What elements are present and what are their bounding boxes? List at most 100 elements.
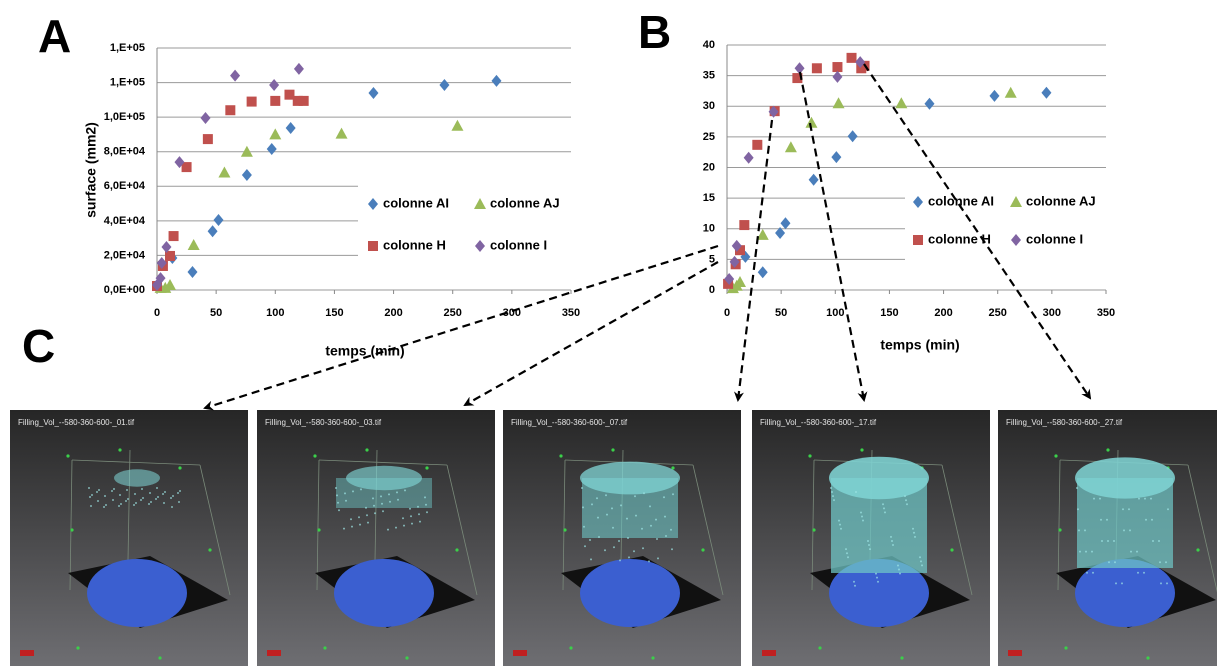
speckle (1136, 550, 1138, 553)
point (989, 89, 1000, 102)
speckle (119, 494, 121, 496)
speckle (179, 490, 181, 492)
speckle (913, 531, 915, 534)
point (808, 173, 819, 186)
speckle (860, 511, 862, 514)
speckle (613, 546, 615, 549)
marker-dot (1054, 454, 1058, 458)
legend-marker (1010, 196, 1022, 207)
speckle (1077, 508, 1079, 511)
marker-dot (671, 466, 675, 470)
point (200, 112, 211, 125)
y-tick-label: 30 (703, 100, 715, 112)
speckle (113, 488, 115, 490)
speckle (118, 505, 120, 507)
x-tick-label: 0 (724, 307, 730, 319)
speckle (1084, 529, 1086, 532)
image-caption: Filling_Vol_--580-360-600-_03.tif (265, 418, 382, 427)
speckle (876, 576, 878, 579)
image-panel: Filling_Vol_--580-360-600-_03.tif (257, 410, 495, 666)
speckle (178, 501, 180, 503)
speckle (418, 513, 420, 516)
wireframe (941, 464, 973, 596)
fill-top (346, 465, 422, 491)
point (284, 89, 295, 100)
speckle (672, 493, 674, 496)
speckle (604, 549, 606, 552)
speckle (882, 503, 884, 506)
speckle (891, 539, 893, 542)
marker-dot (1196, 548, 1200, 552)
speckle (359, 523, 361, 526)
y-tick-label: 0,0E+00 (104, 284, 145, 296)
point (269, 78, 280, 91)
point (161, 240, 172, 253)
speckle (581, 487, 583, 489)
speckle (1100, 518, 1102, 521)
speckle (358, 516, 360, 519)
panel-content: Filling_Vol_--580-360-600-_17.tif (752, 410, 990, 666)
speckle (584, 545, 586, 548)
speckle (1076, 487, 1078, 489)
marker-dot (425, 466, 429, 470)
speckle (1152, 540, 1154, 542)
speckle (854, 584, 856, 587)
speckle (120, 503, 122, 505)
speckle (1092, 571, 1094, 574)
legend-label: colonne H (928, 231, 991, 246)
y-tick-label: 1,E+05 (110, 42, 145, 54)
x-tick-label: 200 (384, 307, 402, 319)
point (293, 62, 304, 75)
speckle (626, 517, 628, 520)
speckle (655, 518, 657, 521)
speckle (633, 550, 635, 553)
x-tick-label: 350 (1097, 307, 1115, 319)
speckle (1091, 550, 1093, 553)
speckle (867, 540, 869, 542)
point (181, 162, 192, 173)
x-tick-label: 200 (934, 307, 952, 319)
chart: 0 5 10 15 20 25 30 35 40 0 50 100 150 200 250 300 350 tem… (703, 39, 1115, 353)
point (832, 62, 843, 73)
speckle (831, 491, 833, 494)
image-caption: Filling_Vol_--580-360-600-_07.tif (511, 418, 628, 427)
y-tick-label: 0 (709, 284, 715, 296)
point (159, 281, 172, 293)
speckle (404, 489, 406, 492)
speckle (387, 528, 389, 531)
speckle (883, 507, 885, 510)
speckle (1108, 561, 1110, 564)
point (266, 142, 277, 155)
y-tick-label: 1,E+05 (110, 76, 145, 88)
axis-icon (762, 650, 776, 656)
y-tick-label: 15 (703, 192, 715, 204)
speckle (892, 544, 894, 546)
speckle (635, 514, 637, 517)
speckle (1151, 518, 1153, 521)
marker-dot (701, 548, 705, 552)
fill-top (114, 469, 160, 487)
speckle (156, 487, 158, 489)
arrow (863, 63, 1092, 400)
legend-marker (1011, 234, 1021, 246)
speckle (103, 506, 105, 508)
disc (1075, 559, 1175, 627)
point (832, 70, 843, 83)
point (724, 272, 735, 285)
x-tick-label: 250 (444, 307, 462, 319)
speckle (409, 507, 411, 510)
speckle (402, 517, 404, 520)
speckle (142, 497, 144, 499)
speckle (164, 491, 166, 493)
speckle (410, 515, 412, 518)
arrow (734, 119, 774, 402)
speckle (583, 525, 585, 528)
point (451, 119, 464, 131)
point (491, 74, 502, 87)
marker-dot (818, 646, 822, 650)
speckle (657, 557, 659, 560)
speckle (921, 564, 923, 567)
x-tick-label: 50 (775, 307, 787, 319)
wireframe (127, 449, 131, 561)
